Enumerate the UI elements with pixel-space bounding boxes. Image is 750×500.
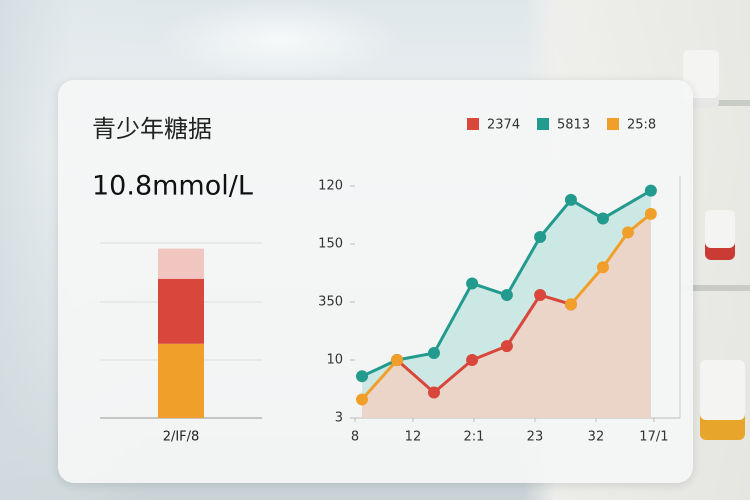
point [534,289,547,302]
point [564,193,577,206]
point [534,231,547,244]
point [644,184,657,197]
y-tick-label: 350 [318,295,343,310]
point [500,289,513,302]
area [570,213,651,418]
legend-swatch [607,118,619,130]
line [360,359,399,401]
x-tick-label: 12 [405,430,422,445]
bar-segment [158,278,204,344]
area [362,360,398,418]
point [596,261,609,274]
bar-segment [158,248,204,279]
point [356,370,369,383]
bar-segment [158,343,204,418]
y-tick-label: 3 [335,411,343,426]
point [466,354,479,366]
bottle [700,360,745,440]
bottle [705,210,735,260]
point [391,354,404,366]
shelf [680,285,750,291]
y-tick-label: 10 [326,353,343,368]
x-tick-label: 23 [527,430,544,445]
legend-swatch [467,118,479,130]
point [564,298,577,311]
legend-label: 25:8 [627,118,656,133]
point [596,212,609,225]
x-tick-label: 8 [351,430,359,445]
card-title: 青少年糖据 [92,115,212,143]
reading: 10.8mmol/L [92,171,253,202]
point [621,226,634,239]
point [427,386,440,399]
point [644,207,657,220]
y-tick-label: 120 [318,179,343,194]
point [500,340,513,353]
point [356,393,369,406]
x-tick-label: 32 [588,430,605,445]
point [466,277,479,290]
legend-label: 2374 [487,118,520,133]
y-tick-label: 150 [318,237,343,252]
legend-label: 5813 [557,118,590,133]
legend-swatch [537,118,549,130]
x-tick-label: 17/1 [639,430,668,445]
point [427,347,440,360]
x-tick-label: 2:1 [463,430,484,445]
line [569,212,652,306]
x-tick-label: 2/IF/8 [163,430,200,445]
